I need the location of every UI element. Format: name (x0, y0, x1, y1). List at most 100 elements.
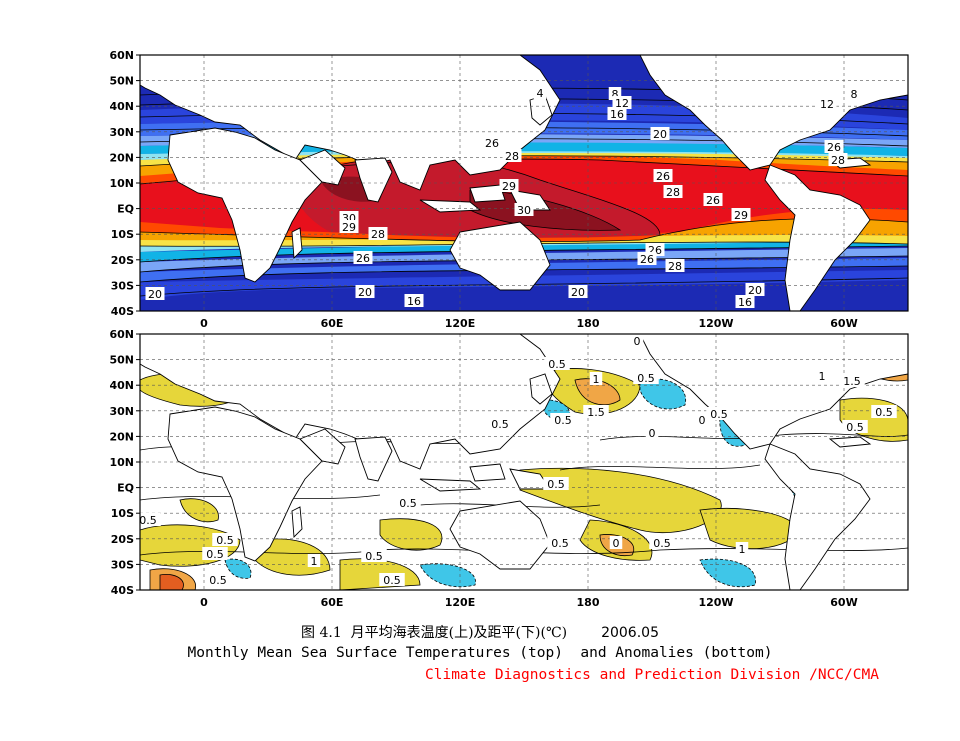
sst-contour-label: 20 (748, 284, 762, 297)
sst-contour-label-box (482, 136, 502, 149)
sst-contour-label: 29 (342, 221, 356, 234)
lon-tick-label: 120W (698, 596, 733, 609)
anomaly-contour-label: 0 (613, 537, 620, 550)
sst-contour-label: 20 (148, 288, 162, 301)
anomaly-contour-label: 0.5 (547, 478, 565, 491)
caption-title-cn: 图 4.1 月平均海表温度(上)及距平(下)(℃) 2006.05 (0, 622, 960, 642)
sst-contour-label: 28 (668, 260, 682, 273)
anomaly-contour-label-box (649, 536, 675, 549)
sst-contour-label-box (731, 208, 751, 221)
lon-tick-label: 180 (577, 596, 600, 609)
anomaly-contour-label: 0.5 (710, 408, 728, 421)
anomaly-contour-label-box (735, 542, 749, 555)
sst-contour-label-box (607, 107, 627, 120)
lat-tick-label: EQ (117, 203, 134, 216)
sst-panel: 4 812161282026282629283028263029282629262… (140, 55, 908, 311)
anomaly-contour-label: 0.5 (653, 537, 671, 550)
anomaly-contour-label-box (361, 549, 387, 562)
anomaly-contour-label: 0.5 (548, 358, 566, 371)
anomaly-contour-label: 0.5 (554, 414, 572, 427)
lat-tick-label: 10N (109, 177, 134, 190)
anomaly-contour-label: 1.5 (843, 375, 861, 388)
anomaly-contour-label-box (842, 420, 868, 433)
sst-contour-label-box (514, 203, 534, 216)
lat-tick-label: 30N (109, 126, 134, 139)
anomaly-contour-label: 0.5 (383, 574, 401, 587)
anomaly-contour-label-box (487, 417, 513, 430)
lon-tick-label: 60W (830, 596, 857, 609)
lat-tick-label: 20S (111, 533, 134, 546)
sst-contour-label-box (353, 251, 373, 264)
sst-contour-label-box (145, 287, 165, 300)
lat-tick-label: 10S (111, 507, 134, 520)
sst-contour-label-box (650, 127, 670, 140)
sst-contour-label-box (663, 185, 683, 198)
sst-contour-label-box (817, 97, 837, 110)
anomaly-contour-label-box (395, 496, 421, 509)
lon-tick-label: 60E (321, 596, 344, 609)
anomaly-contour-label: 0.5 (209, 574, 227, 587)
sst-contour-label: 12 (820, 98, 834, 111)
lat-tick-label: 60N (109, 328, 134, 341)
anomaly-contour-label-box (547, 536, 573, 549)
sst-contour-label-box (502, 149, 522, 162)
sst-contour-label-box (847, 87, 861, 100)
sst-contour-label: 26 (827, 141, 841, 154)
sst-contour-label-box (735, 295, 755, 308)
lat-tick-label: 60N (109, 49, 134, 62)
anomaly-contour-label-box (379, 573, 405, 586)
sst-contour-label-box (824, 140, 844, 153)
sst-contour-label: 20 (358, 286, 372, 299)
sst-contour-label: 8 (612, 88, 619, 101)
lon-tick-label: 60W (830, 317, 857, 330)
anomaly-contour-label: 0.5 (365, 550, 383, 563)
anomaly-contour-label: 0.5 (491, 418, 509, 431)
anomaly-contour-label-box (871, 405, 897, 418)
anomaly-contour-label-box (589, 372, 603, 385)
sst-contour-label: 8 (851, 88, 858, 101)
anomaly-contour-label: 1 (739, 543, 746, 556)
lon-tick-label: 0 (200, 317, 208, 330)
sst-contour-label-box (339, 220, 359, 233)
lat-tick-label: 30S (111, 279, 134, 292)
anomaly-contour-label-box (212, 533, 238, 546)
sst-contour-label: 16 (407, 295, 421, 308)
lat-tick-label: 50N (109, 75, 134, 88)
caption-title-cn-text: 图 4.1 月平均海表温度(上)及距平(下)(℃) (301, 625, 568, 641)
anomaly-contour-label-box (550, 413, 576, 426)
anomaly-contour-label: 0 (699, 414, 706, 427)
anomaly-contour-label-box (544, 357, 570, 370)
anomaly-contour-label: 0.5 (399, 497, 417, 510)
lon-tick-label: 180 (577, 317, 600, 330)
lon-tick-label: 60E (321, 317, 344, 330)
lat-tick-label: 30N (109, 405, 134, 418)
caption-date: 2006.05 (601, 625, 659, 641)
sst-contour-label-box (665, 259, 685, 272)
anomaly-contour-label: 0.5 (637, 372, 655, 385)
caption-credit: Climate Diagnostics and Prediction Divis… (425, 667, 879, 683)
anomaly-contour-label: 1 (311, 555, 318, 568)
sst-contour-label: 28 (831, 154, 845, 167)
anomaly-contour-label: 0 (634, 335, 641, 348)
lat-tick-label: 10S (111, 228, 134, 241)
sst-contour-label-box (703, 193, 723, 206)
sst-contour-label-box (568, 285, 588, 298)
lon-tick-label: 0 (200, 596, 208, 609)
lon-tick-label: 120E (445, 317, 475, 330)
sst-contour-label-box (828, 153, 848, 166)
sst-contour-label: 16 (610, 108, 624, 121)
lat-tick-label: 40S (111, 305, 134, 318)
sst-contour-label: 12 (615, 97, 629, 110)
anomaly-contour-label-box (609, 536, 623, 549)
sst-contour-label: 26 (706, 194, 720, 207)
lat-tick-label: 50N (109, 354, 134, 367)
sst-contour-label: 30 (517, 204, 531, 217)
sst-contour-label-box (355, 285, 375, 298)
anomaly-panel: 00.51 0.51.51 1.50.5 0.50.5 00.50 0.50.50.50.… (140, 334, 908, 590)
sst-contour-label: 29 (734, 209, 748, 222)
anomaly-contour-label: 0.5 (206, 548, 224, 561)
anomaly-contour-label: 1 (819, 370, 826, 383)
sst-contour-label: 16 (738, 296, 752, 309)
lat-tick-label: 10N (109, 456, 134, 469)
sst-contour-label-box (612, 96, 632, 109)
